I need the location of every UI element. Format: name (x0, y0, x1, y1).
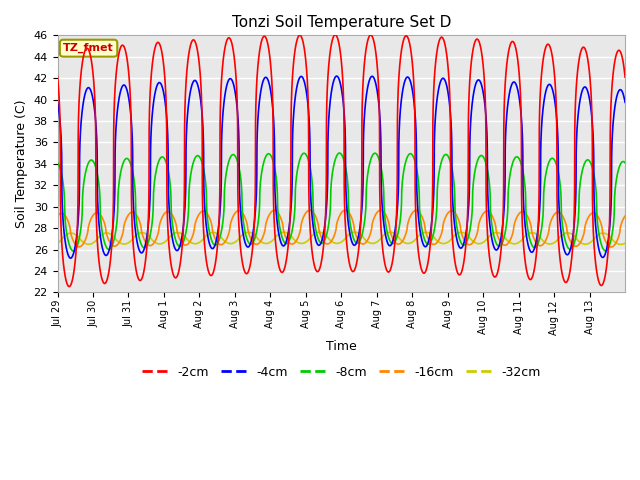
-32cm (351, 229, 358, 235)
-4cm (196, 91, 204, 97)
-4cm (145, 217, 152, 223)
-16cm (635, 234, 640, 240)
-2cm (194, 48, 202, 54)
-2cm (339, 80, 347, 85)
-8cm (639, 249, 640, 254)
Line: -32cm: -32cm (58, 232, 640, 244)
-4cm (603, 245, 611, 251)
Line: -2cm: -2cm (58, 35, 640, 288)
-8cm (637, 250, 640, 255)
-32cm (639, 232, 640, 238)
Line: -8cm: -8cm (58, 153, 640, 252)
Legend: -2cm, -4cm, -8cm, -16cm, -32cm: -2cm, -4cm, -8cm, -16cm, -32cm (137, 361, 545, 384)
-4cm (639, 246, 640, 252)
-16cm (639, 242, 640, 248)
-16cm (339, 208, 347, 214)
-16cm (196, 210, 204, 216)
-16cm (54, 213, 61, 219)
-2cm (54, 73, 61, 79)
-32cm (194, 240, 202, 246)
-2cm (196, 66, 204, 72)
-8cm (335, 150, 343, 156)
-32cm (603, 231, 611, 237)
Title: Tonzi Soil Temperature Set D: Tonzi Soil Temperature Set D (232, 15, 451, 30)
-16cm (341, 207, 349, 213)
-4cm (339, 96, 347, 102)
-8cm (196, 154, 204, 160)
-8cm (635, 248, 640, 254)
-2cm (145, 204, 152, 210)
-2cm (635, 283, 640, 288)
-32cm (54, 240, 61, 246)
-4cm (635, 257, 640, 263)
-16cm (603, 240, 611, 246)
Line: -16cm: -16cm (58, 210, 640, 247)
X-axis label: Time: Time (326, 340, 356, 353)
-2cm (639, 262, 640, 267)
-32cm (145, 233, 152, 239)
-2cm (603, 262, 611, 267)
-4cm (54, 99, 61, 105)
-4cm (333, 73, 340, 79)
-16cm (607, 244, 615, 250)
-4cm (634, 257, 640, 263)
Y-axis label: Soil Temperature (C): Soil Temperature (C) (15, 100, 28, 228)
-4cm (194, 82, 202, 87)
-2cm (633, 286, 640, 291)
-16cm (194, 214, 202, 220)
-32cm (617, 241, 625, 247)
-32cm (635, 230, 640, 236)
-2cm (332, 32, 339, 37)
-8cm (603, 248, 611, 253)
Text: TZ_fmet: TZ_fmet (63, 43, 114, 53)
-8cm (145, 238, 152, 244)
-32cm (196, 240, 204, 245)
-16cm (145, 242, 152, 248)
-32cm (339, 238, 347, 244)
-8cm (194, 153, 202, 158)
Line: -4cm: -4cm (58, 76, 640, 260)
-8cm (339, 155, 347, 160)
-8cm (54, 160, 61, 166)
